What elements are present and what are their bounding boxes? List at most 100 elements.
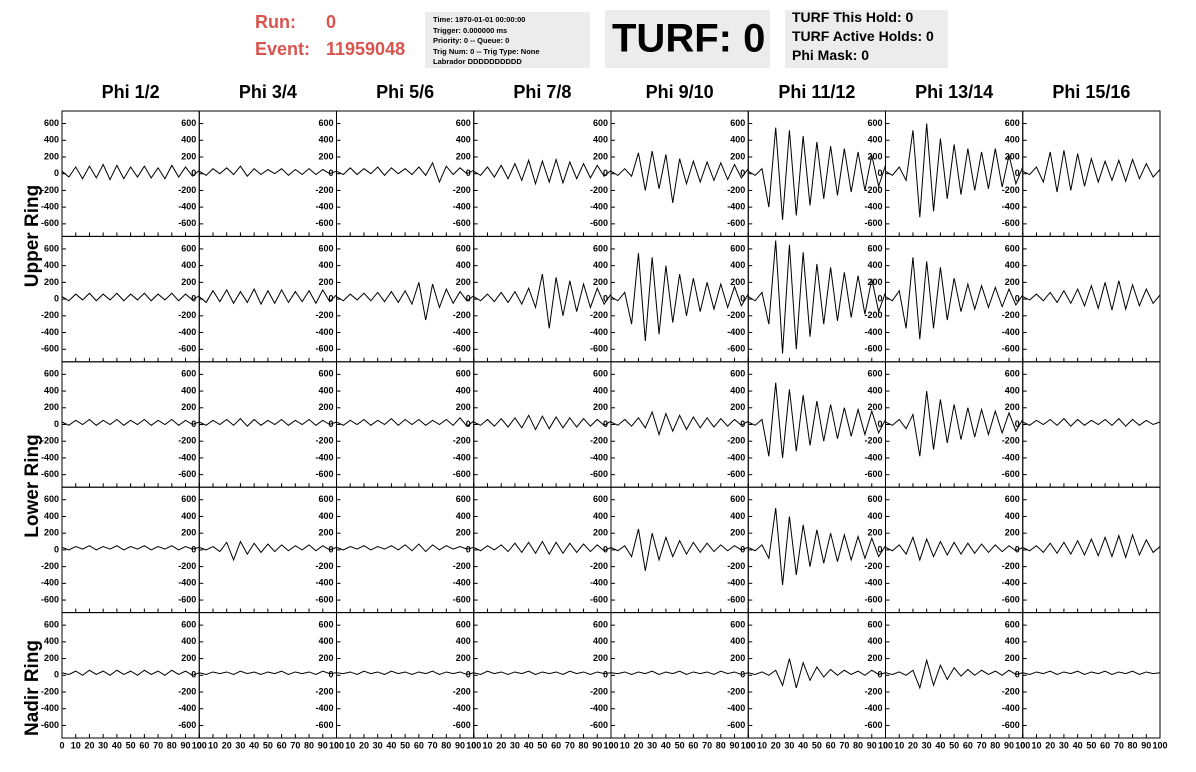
x-tick-label: 80 — [441, 740, 451, 750]
y-tick-label: 400 — [1005, 511, 1020, 521]
y-tick-label: 400 — [1005, 636, 1020, 646]
x-tick-label: 70 — [290, 740, 300, 750]
y-tick-label: -600 — [41, 594, 59, 604]
y-tick-label: -200 — [1002, 310, 1020, 320]
y-tick-label: 0 — [191, 544, 196, 554]
y-tick-label: -600 — [178, 469, 196, 479]
y-tick-label: -200 — [864, 686, 882, 696]
y-tick-label: 400 — [867, 135, 882, 145]
y-tick-label: 200 — [593, 653, 608, 663]
y-tick-label: 200 — [730, 402, 745, 412]
y-tick-label: -400 — [41, 452, 59, 462]
x-tick-label: 30 — [784, 740, 794, 750]
y-tick-label: -200 — [1002, 436, 1020, 446]
x-tick-label: 70 — [565, 740, 575, 750]
y-tick-label: 0 — [54, 419, 59, 429]
y-tick-label: 200 — [867, 277, 882, 287]
x-tick-label: 90 — [1141, 740, 1151, 750]
x-tick-label: 100 — [466, 740, 481, 750]
y-tick-label: 0 — [54, 168, 59, 178]
x-tick-label: 20 — [908, 740, 918, 750]
y-tick-label: 0 — [740, 419, 745, 429]
x-tick-label: 90 — [730, 740, 740, 750]
y-tick-label: -600 — [315, 218, 333, 228]
y-tick-label: -200 — [315, 561, 333, 571]
x-tick-label: 50 — [1086, 740, 1096, 750]
row-label: Lower Ring — [22, 434, 43, 537]
y-tick-label: 200 — [593, 151, 608, 161]
info-line: Trigger: 0.000000 ms — [433, 26, 507, 35]
y-tick-label: -600 — [864, 720, 882, 730]
y-tick-label: 600 — [456, 620, 471, 630]
waveform — [1022, 533, 1161, 560]
x-tick-label: 50 — [126, 740, 136, 750]
y-tick-label: -400 — [41, 202, 59, 212]
waveform — [473, 540, 612, 556]
x-tick-label: 20 — [633, 740, 643, 750]
waveform — [610, 410, 749, 437]
y-tick-label: 0 — [191, 293, 196, 303]
x-tick-label: 20 — [222, 740, 232, 750]
waveform — [473, 414, 612, 431]
y-tick-label: -400 — [41, 578, 59, 588]
y-tick-label: -600 — [1002, 344, 1020, 354]
y-tick-label: 0 — [603, 293, 608, 303]
y-tick-label: 600 — [456, 494, 471, 504]
y-tick-label: -200 — [453, 561, 471, 571]
y-tick-label: 200 — [593, 402, 608, 412]
y-tick-label: 200 — [730, 151, 745, 161]
y-tick-label: -200 — [41, 686, 59, 696]
x-tick-label: 0 — [197, 740, 202, 750]
x-tick-label: 90 — [1004, 740, 1014, 750]
y-tick-label: -400 — [590, 578, 608, 588]
turf-box — [605, 10, 770, 68]
x-tick-label: 60 — [139, 740, 149, 750]
waveform — [748, 508, 886, 586]
y-tick-label: 0 — [740, 544, 745, 554]
y-tick-label: -600 — [178, 720, 196, 730]
y-tick-label: 200 — [867, 151, 882, 161]
turf-info: Phi Mask: 0 — [792, 47, 869, 63]
y-tick-label: 0 — [328, 419, 333, 429]
waveform — [885, 391, 1024, 457]
y-tick-label: 400 — [181, 135, 196, 145]
y-tick-label: 0 — [54, 670, 59, 680]
y-tick-label: 600 — [318, 620, 333, 630]
x-tick-label: 60 — [1100, 740, 1110, 750]
column-header: Phi 3/4 — [239, 82, 297, 102]
y-tick-label: -400 — [590, 327, 608, 337]
y-tick-label: -200 — [590, 561, 608, 571]
y-tick-label: 600 — [456, 243, 471, 253]
y-tick-label: -200 — [315, 686, 333, 696]
panel-frame — [1022, 235, 1161, 363]
y-tick-label: -600 — [315, 344, 333, 354]
x-tick-label: 100 — [741, 740, 756, 750]
y-tick-label: -600 — [864, 469, 882, 479]
y-tick-label: 0 — [328, 293, 333, 303]
waveform — [61, 545, 200, 551]
y-tick-label: 0 — [877, 168, 882, 178]
x-tick-label: 10 — [757, 740, 767, 750]
event-value: 11959048 — [326, 39, 405, 59]
y-tick-label: 200 — [44, 277, 59, 287]
y-tick-label: -200 — [590, 310, 608, 320]
panel-frame — [1022, 612, 1161, 739]
x-tick-label: 10 — [345, 740, 355, 750]
y-tick-label: 400 — [867, 511, 882, 521]
x-tick-label: 0 — [334, 740, 339, 750]
waveform — [61, 292, 200, 302]
column-header: Phi 11/12 — [778, 82, 855, 102]
y-tick-label: -600 — [727, 344, 745, 354]
info-line: Trig Num: 0 -- Trig Type: None — [433, 47, 540, 56]
y-tick-label: -400 — [453, 202, 471, 212]
y-tick-label: 0 — [191, 419, 196, 429]
x-tick-label: 70 — [428, 740, 438, 750]
x-tick-label: 100 — [192, 740, 207, 750]
y-tick-label: 200 — [1005, 151, 1020, 161]
y-tick-label: -200 — [727, 686, 745, 696]
y-tick-label: -200 — [315, 436, 333, 446]
waveform — [747, 240, 886, 354]
y-tick-label: -600 — [315, 469, 333, 479]
y-tick-label: -400 — [315, 327, 333, 337]
